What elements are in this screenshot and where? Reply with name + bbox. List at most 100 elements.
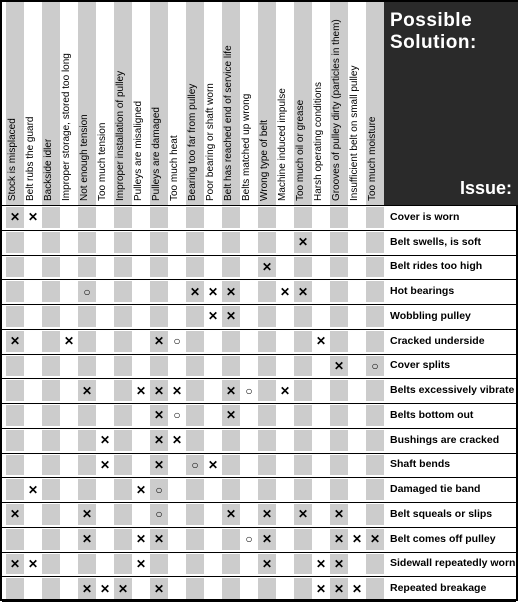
cell-stripe [222, 232, 240, 253]
issue-label: Belt rides too high [386, 255, 516, 280]
mark: ✕ [96, 428, 114, 453]
solution-label: Too much heat [170, 135, 180, 201]
cell-stripe [150, 356, 168, 377]
cell-stripe [150, 554, 168, 575]
cell-stripe [6, 257, 24, 278]
mark: ✕ [186, 279, 204, 304]
cell-stripe [330, 331, 348, 352]
solution-label: Belt rubs the guard [26, 117, 36, 202]
cell-stripe [330, 232, 348, 253]
cell-stripe [42, 306, 60, 327]
cell-stripe [258, 331, 276, 352]
header-region: Possible Solution: Issue: Stock is mispl… [2, 2, 516, 205]
cell-stripe [294, 479, 312, 500]
cell-stripe [42, 455, 60, 476]
cell-stripe [78, 257, 96, 278]
mark: ✕ [222, 279, 240, 304]
mark: ✕ [258, 502, 276, 527]
cell-stripe [150, 306, 168, 327]
cell-stripe [366, 207, 384, 228]
mark: ✕ [78, 502, 96, 527]
mark: ✕ [276, 378, 294, 403]
solution-label: Harsh operating conditions [314, 82, 324, 201]
mark: ✕ [132, 378, 150, 403]
mark: ✕ [24, 552, 42, 577]
cell-stripe [186, 306, 204, 327]
mark: ○ [150, 502, 168, 527]
cell-stripe [366, 554, 384, 575]
cell-stripe [42, 504, 60, 525]
cell-stripe [6, 430, 24, 451]
cell-stripe [78, 430, 96, 451]
cell-stripe [42, 405, 60, 426]
cell-stripe [294, 578, 312, 599]
cell-stripe [366, 479, 384, 500]
mark: ✕ [168, 428, 186, 453]
cell-stripe [294, 356, 312, 377]
cell-stripe [294, 529, 312, 550]
solution-label: Too much oil or grease [296, 100, 306, 201]
mark: ✕ [150, 576, 168, 601]
solution-label: Stock is misplaced [8, 118, 18, 201]
cell-stripe [114, 479, 132, 500]
cell-stripe [222, 479, 240, 500]
solution-label: Improper storage, stored too long [62, 53, 72, 201]
grid-region: Cover is wornBelt swells, is softBelt ri… [2, 205, 516, 601]
issue-label: Repeated breakage [386, 576, 516, 601]
cell-stripe [6, 306, 24, 327]
cell-stripe [366, 455, 384, 476]
cell-stripe [366, 257, 384, 278]
issue-label: Belt swells, is soft [386, 230, 516, 255]
cell-stripe [186, 207, 204, 228]
mark: ✕ [276, 279, 294, 304]
cell-stripe [258, 232, 276, 253]
mark: ✕ [6, 205, 24, 230]
cell-stripe [78, 479, 96, 500]
solution-label: Pulleys are damaged [152, 107, 162, 201]
cell-stripe [78, 232, 96, 253]
mark: ✕ [132, 477, 150, 502]
issue-label: Belt squeals or slips [386, 502, 516, 527]
mark: ✕ [330, 527, 348, 552]
cell-stripe [186, 578, 204, 599]
solution-label: Not enough tension [80, 114, 90, 201]
cell-stripe [42, 232, 60, 253]
cell-stripe [6, 405, 24, 426]
mark: ✕ [204, 279, 222, 304]
cell-stripe [42, 331, 60, 352]
cell-stripe [42, 554, 60, 575]
mark: ✕ [78, 576, 96, 601]
cell-stripe [114, 380, 132, 401]
cell-stripe [222, 455, 240, 476]
cell-stripe [114, 430, 132, 451]
cell-stripe [78, 356, 96, 377]
cell-stripe [294, 430, 312, 451]
cell-stripe [366, 306, 384, 327]
cell-stripe [186, 356, 204, 377]
mark: ✕ [258, 527, 276, 552]
mark: ✕ [6, 502, 24, 527]
mark: ✕ [222, 403, 240, 428]
mark: ○ [78, 279, 96, 304]
cell-stripe [258, 405, 276, 426]
mark: ✕ [150, 453, 168, 478]
solution-label: Grooves of pulley dirty (particles in th… [332, 19, 342, 201]
cell-stripe [114, 331, 132, 352]
mark: ○ [168, 403, 186, 428]
cell-stripe [330, 281, 348, 302]
mark: ✕ [150, 329, 168, 354]
cell-stripe [78, 455, 96, 476]
mark: ✕ [150, 527, 168, 552]
cell-stripe [114, 232, 132, 253]
cell-stripe [42, 257, 60, 278]
cell-stripe [42, 479, 60, 500]
issue-label: Cover is worn [386, 205, 516, 230]
cell-stripe [222, 529, 240, 550]
mark: ✕ [312, 576, 330, 601]
mark: ✕ [168, 378, 186, 403]
cell-stripe [258, 281, 276, 302]
cell-stripe [366, 430, 384, 451]
mark: ○ [168, 329, 186, 354]
mark: ✕ [258, 552, 276, 577]
cell-stripe [114, 504, 132, 525]
